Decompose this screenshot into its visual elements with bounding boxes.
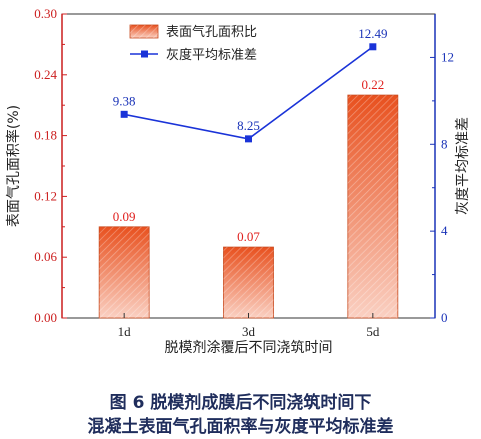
x-tick-label: 1d xyxy=(118,324,132,339)
bar-hatch-5d xyxy=(347,95,398,318)
bar-value-label: 0.07 xyxy=(237,229,260,244)
bar-value-label: 0.09 xyxy=(113,209,136,224)
y-tick-label-right: 12 xyxy=(441,49,454,64)
chart: 0.00 0.06 0.12 0.18 0.24 0.30 0 4 8 12 0.09 0.07 0.2… xyxy=(5,6,471,356)
line-point-5d xyxy=(369,43,377,51)
y-tick-label-right: 4 xyxy=(441,223,448,238)
y-axis-title-right: 灰度平均标准差 xyxy=(455,117,471,215)
x-axis-title: 脱模剂涂覆后不同浇筑时间 xyxy=(165,340,333,356)
legend-bar-swatch-hatch xyxy=(130,25,158,38)
bar-hatch-3d xyxy=(223,247,274,318)
legend-line-marker xyxy=(141,50,148,58)
figure-caption-line2: 混凝土表面气孔面积率与灰度平均标准差 xyxy=(87,417,394,437)
y-tick-label-left: 0.06 xyxy=(34,249,57,264)
line-value-label: 8.25 xyxy=(237,118,260,133)
y-tick-label-right: 8 xyxy=(441,136,448,151)
legend-line-label: 灰度平均标准差 xyxy=(166,47,257,63)
bar-hatch-1d xyxy=(99,226,150,318)
y-tick-label-left: 0.18 xyxy=(34,128,57,143)
y-tick-label-left: 0.12 xyxy=(34,188,57,203)
y-tick-label-right: 0 xyxy=(441,310,448,325)
y-axis-title-left: 表面气孔面积率(%) xyxy=(5,105,22,227)
y-tick-label-left: 0.30 xyxy=(34,6,57,21)
line-point-1d xyxy=(120,110,128,118)
x-tick-label: 3d xyxy=(242,324,256,339)
line-value-label: 9.38 xyxy=(113,93,136,108)
legend-bar-label: 表面气孔面积比 xyxy=(166,24,257,40)
x-tick-label: 5d xyxy=(366,324,380,339)
bar-value-label: 0.22 xyxy=(361,77,384,92)
line-value-label: 12.49 xyxy=(358,26,387,41)
line-point-3d xyxy=(245,135,252,143)
y-tick-label-left: 0.24 xyxy=(34,67,57,82)
figure-caption-line1: 图 6 脱模剂成膜后不同浇筑时间下 xyxy=(109,393,372,413)
y-tick-label-left: 0.00 xyxy=(34,310,57,325)
